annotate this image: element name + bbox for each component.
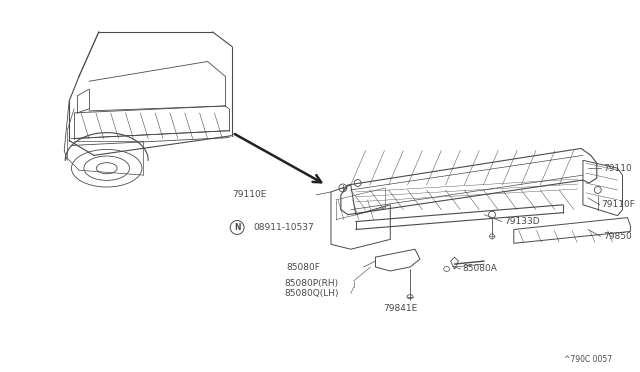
Text: 79110: 79110: [603, 164, 632, 173]
Text: 85080F: 85080F: [287, 263, 321, 272]
Text: 08911-10537: 08911-10537: [253, 223, 314, 232]
Text: ^790C 0057: ^790C 0057: [564, 355, 612, 365]
Text: 79110F: 79110F: [601, 200, 635, 209]
Text: 79110E: 79110E: [232, 190, 267, 199]
Text: 85080P(RH): 85080P(RH): [285, 279, 339, 288]
Text: 79133D: 79133D: [504, 217, 540, 226]
Text: 85080Q(LH): 85080Q(LH): [285, 289, 339, 298]
Text: 79841E: 79841E: [383, 304, 417, 313]
Text: N: N: [234, 223, 241, 232]
Text: 85080A: 85080A: [463, 264, 497, 273]
Text: 79850: 79850: [603, 232, 632, 241]
